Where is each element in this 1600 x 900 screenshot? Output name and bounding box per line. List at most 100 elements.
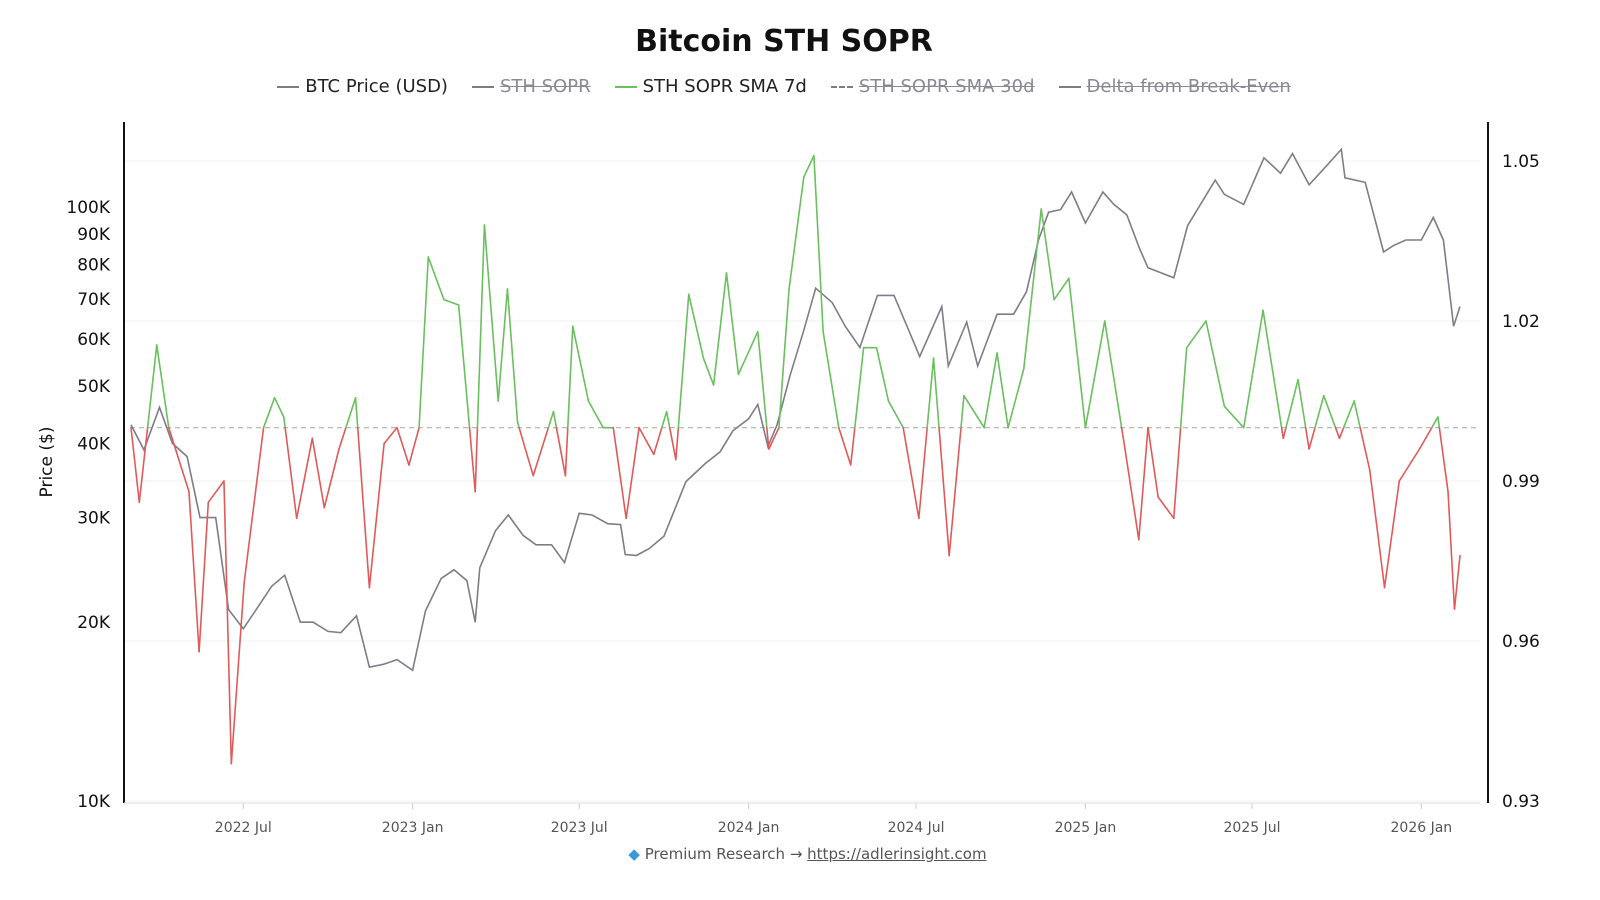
sopr-sma-7d-segment	[552, 410, 558, 429]
y-right-tick-label: 0.96	[1502, 632, 1540, 652]
legend-swatch	[277, 85, 300, 88]
sopr-sma-7d-segment	[457, 304, 471, 429]
sopr-sma-7d-segment	[788, 176, 805, 290]
chart-title: Bitcoin STH SOPR	[635, 24, 933, 59]
sopr-sma-7d-segment	[926, 357, 935, 429]
x-tick-label: 2026 Jan	[1391, 820, 1453, 836]
y-axis-label-left: Price ($)	[37, 427, 57, 498]
sopr-sma-7d-segment	[566, 325, 574, 429]
legend-item-delta-from-break-even[interactable]: Delta from Break-Even	[1058, 76, 1291, 97]
sopr-sma-7d-segment	[188, 490, 200, 653]
sopr-sma-7d-segment	[813, 154, 824, 333]
sopr-sma-7d-segment	[311, 437, 326, 509]
y-left-tick-label: 40K	[77, 434, 111, 454]
y-left-tick-label: 90K	[77, 225, 111, 245]
sopr-sma-7d-segment	[963, 394, 985, 429]
sopr-sma-7d-segment	[766, 426, 770, 450]
legend-label: BTC Price (USD)	[305, 76, 448, 97]
sopr-sma-7d-segment	[1157, 496, 1175, 520]
sopr-sma-7d-segment	[146, 344, 158, 429]
footer-link[interactable]: https://adlerinsight.com	[807, 845, 987, 863]
legend: BTC Price (USD) STH SOPR STH SOPR SMA 7d…	[0, 76, 1568, 97]
sopr-sma-7d-segment	[661, 410, 668, 429]
legend-item-sth-sopr-sma-30d[interactable]: STH SOPR SMA 30d	[830, 76, 1035, 97]
sopr-sma-7d-segment	[1242, 309, 1264, 429]
sopr-sma-7d-segment	[1359, 426, 1371, 472]
legend-item-btc-price[interactable]: BTC Price (USD)	[277, 76, 448, 97]
sopr-sma-7d-segment	[1322, 394, 1337, 429]
sopr-sma-7d-segment	[702, 357, 715, 386]
sopr-sma-7d-segment	[383, 426, 398, 445]
sopr-sma-7d-segment	[483, 224, 500, 402]
sopr-sma-7d-segment	[223, 480, 233, 765]
sopr-sma-7d-segment	[1053, 277, 1070, 301]
sopr-sma-7d-segment	[960, 394, 965, 429]
sopr-sma-7d-segment	[282, 416, 286, 429]
y-left-tick-label: 50K	[77, 377, 111, 397]
sopr-sma-7d-segment	[368, 442, 385, 589]
sopr-sma-7d-segment	[262, 396, 276, 429]
legend-label: STH SOPR	[499, 76, 591, 97]
legend-label: STH SOPR SMA 7d	[642, 76, 807, 97]
sopr-sma-7d-segment	[1179, 346, 1188, 429]
y-left-tick-label: 20K	[77, 613, 111, 633]
sopr-sma-7d-segment	[875, 346, 890, 402]
sopr-sma-7d-segment	[1040, 208, 1055, 301]
sopr-sma-7d-segment	[497, 288, 509, 402]
sopr-sma-7d-segment	[1262, 309, 1283, 429]
sopr-sma-7d-segment	[1172, 426, 1182, 520]
legend-swatch	[1058, 85, 1081, 88]
btc-price-line	[130, 147, 1461, 672]
sopr-sma-7d-segment	[571, 325, 590, 402]
sopr-sma-7d-segment	[155, 344, 170, 429]
sopr-sma-7d-segment	[665, 410, 671, 429]
sopr-sma-7d-segment	[1418, 426, 1433, 450]
sopr-sma-7d-segment	[837, 426, 852, 466]
y-left-tick-label: 70K	[77, 290, 111, 310]
sopr-sma-7d-segment	[712, 272, 728, 386]
sopr-sma-7d-segment	[1369, 469, 1386, 589]
sopr-sma-7d-segment	[284, 426, 298, 520]
sopr-sma-7d-segment	[506, 288, 519, 424]
sopr-sma-7d-segment	[555, 426, 567, 477]
x-tick-label: 2022 Jul	[215, 820, 272, 836]
sopr-sma-7d-segment	[612, 426, 627, 520]
sopr-sma-7d-segment	[1124, 448, 1140, 541]
sopr-sma-7d-segment	[1103, 320, 1123, 429]
y-left-tick-label: 100K	[66, 198, 110, 218]
sopr-sma-7d-segment	[1398, 448, 1421, 482]
sopr-sma-7d-segment	[338, 426, 347, 450]
sopr-sma-7d-segment	[345, 396, 357, 429]
sopr-sma-7d-segment	[918, 426, 928, 520]
sopr-sma-7d-segment	[1304, 426, 1310, 450]
sopr-sma-7d-segment	[418, 256, 430, 429]
sopr-sma-7d-segment	[802, 154, 815, 178]
x-tick-label: 2025 Jan	[1055, 820, 1117, 836]
sopr-sma-7d-segment	[1334, 426, 1341, 440]
legend-swatch	[830, 85, 853, 88]
sopr-sma-7d-segment	[677, 293, 690, 429]
sopr-sma-7d-segment	[1342, 400, 1355, 429]
sopr-sma-7d-segment	[207, 480, 225, 504]
x-tick-label: 2025 Jul	[1224, 820, 1281, 836]
y-right-tick-label: 0.99	[1502, 472, 1540, 492]
sopr-sma-7d-segment	[138, 426, 149, 504]
y-left-tick-label: 30K	[77, 509, 111, 529]
y-left-tick-label: 10K	[77, 792, 111, 812]
sopr-sma-7d-segment	[625, 426, 640, 520]
sopr-sma-7d-segment	[887, 400, 904, 429]
sopr-sma-7d-segment	[1453, 554, 1461, 610]
sopr-sma-7d-segment	[737, 330, 759, 376]
sopr-sma-7d-segment	[167, 426, 190, 493]
sopr-sma-7d-segment	[652, 426, 663, 456]
footer: ◆ Premium Research → https://adlerinsigh…	[0, 845, 1600, 863]
legend-item-sth-sopr[interactable]: STH SOPR	[471, 76, 591, 97]
sopr-sma-7d-segment	[130, 426, 141, 504]
sopr-sma-7d-segment	[948, 426, 962, 557]
sopr-sma-7d-segment	[356, 426, 371, 589]
sopr-sma-7d-segment	[778, 288, 790, 429]
sopr-sma-7d-segment	[668, 426, 677, 461]
legend-item-sth-sopr-sma-7d[interactable]: STH SOPR SMA 7d	[614, 76, 807, 97]
footer-text: Premium Research →	[644, 845, 803, 863]
